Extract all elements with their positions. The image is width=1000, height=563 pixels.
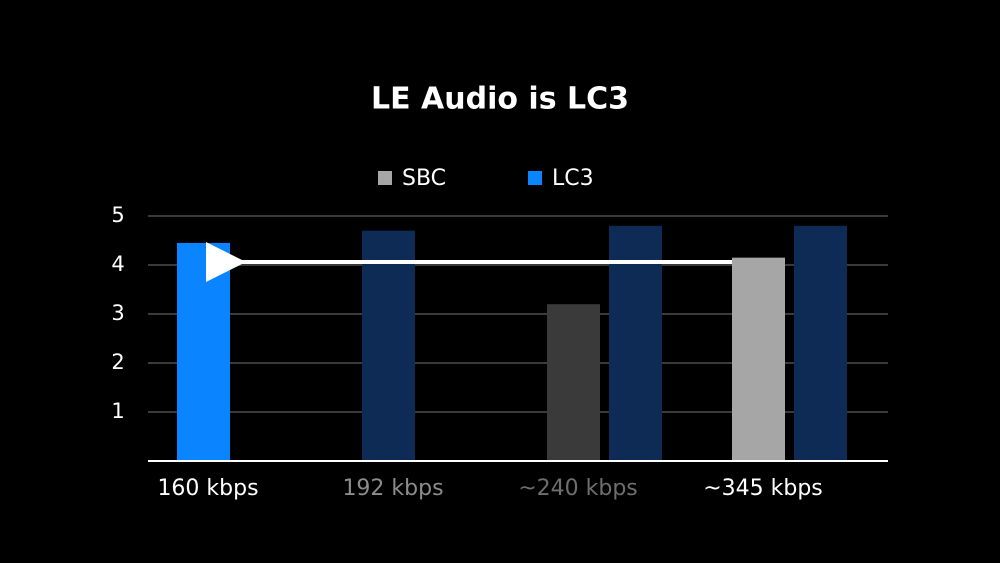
- x-tick-label: ~345 kbps: [703, 476, 823, 501]
- x-tick-label: 160 kbps: [157, 476, 258, 501]
- bar: [547, 304, 600, 461]
- x-tick-label: 192 kbps: [342, 476, 443, 501]
- legend-swatch: [528, 171, 542, 185]
- bar: [177, 242, 230, 461]
- bar: [609, 225, 662, 461]
- legend-label: SBC: [402, 166, 446, 191]
- x-tick-label: ~240 kbps: [518, 476, 638, 501]
- y-tick-label: 2: [111, 350, 124, 374]
- bar: [732, 257, 785, 461]
- legend-label: LC3: [552, 166, 594, 191]
- y-tick-label: 3: [111, 301, 124, 325]
- y-tick-label: 4: [111, 252, 124, 276]
- y-tick-label: 5: [111, 203, 124, 227]
- bar: [362, 230, 415, 461]
- y-tick-label: 1: [111, 399, 124, 423]
- chart-title: LE Audio is LC3: [371, 82, 629, 117]
- bar: [794, 225, 847, 461]
- legend-swatch: [378, 171, 392, 185]
